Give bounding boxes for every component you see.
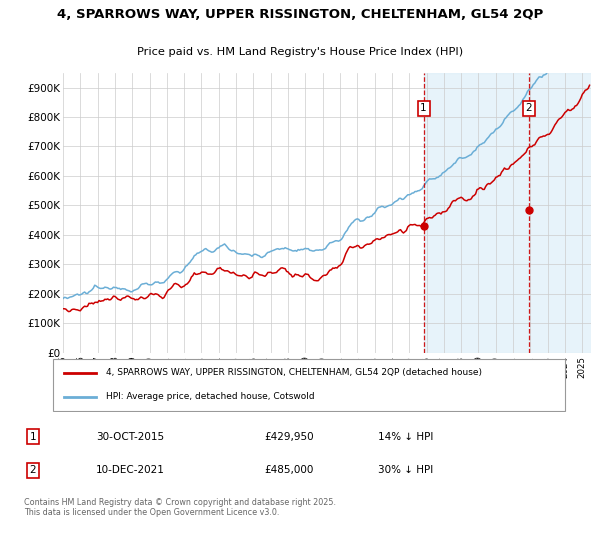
Text: £485,000: £485,000 — [264, 465, 313, 475]
Text: HPI: Average price, detached house, Cotswold: HPI: Average price, detached house, Cots… — [106, 392, 315, 401]
Text: 2: 2 — [526, 103, 532, 113]
Text: 4, SPARROWS WAY, UPPER RISSINGTON, CHELTENHAM, GL54 2QP (detached house): 4, SPARROWS WAY, UPPER RISSINGTON, CHELT… — [106, 368, 482, 377]
Text: £429,950: £429,950 — [264, 432, 314, 442]
Text: Contains HM Land Registry data © Crown copyright and database right 2025.
This d: Contains HM Land Registry data © Crown c… — [24, 498, 336, 517]
Text: 10-DEC-2021: 10-DEC-2021 — [96, 465, 165, 475]
Bar — [424, 73, 593, 353]
Text: 1: 1 — [420, 103, 427, 113]
Text: Price paid vs. HM Land Registry's House Price Index (HPI): Price paid vs. HM Land Registry's House … — [137, 48, 463, 58]
Text: 30% ↓ HPI: 30% ↓ HPI — [378, 465, 433, 475]
Text: 4, SPARROWS WAY, UPPER RISSINGTON, CHELTENHAM, GL54 2QP: 4, SPARROWS WAY, UPPER RISSINGTON, CHELT… — [57, 8, 543, 21]
Text: 14% ↓ HPI: 14% ↓ HPI — [378, 432, 433, 442]
Text: 1: 1 — [29, 432, 37, 442]
Text: 2: 2 — [29, 465, 37, 475]
Text: 30-OCT-2015: 30-OCT-2015 — [96, 432, 164, 442]
